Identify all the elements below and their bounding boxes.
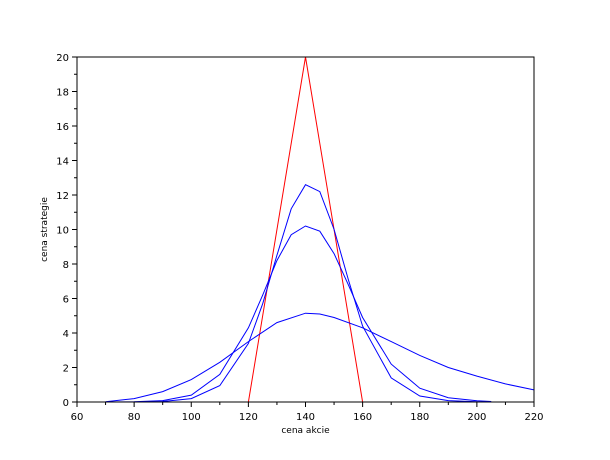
series-line-2 xyxy=(105,184,492,403)
plot-frame xyxy=(76,56,535,403)
y-axis-label: cena strategie xyxy=(40,197,50,262)
x-tick-label: 140 xyxy=(296,412,315,423)
x-axis-label: cena akcie xyxy=(281,426,330,436)
series-line-4 xyxy=(105,312,535,403)
y-tick-label: 18 xyxy=(56,88,69,99)
y-tick-label: 14 xyxy=(56,157,69,168)
x-tick-label: 160 xyxy=(353,412,372,423)
axes: 60 80 100 120 140 160 180 200 220 0 2 4 6 8 10 12 14 16 18… xyxy=(56,53,543,423)
x-tick-label: 100 xyxy=(182,412,201,423)
x-tick-label: 180 xyxy=(410,412,429,423)
y-tick-label: 12 xyxy=(56,191,69,202)
series-line-1 xyxy=(247,56,364,403)
x-tick-label: 220 xyxy=(524,412,543,423)
x-tick-label: 200 xyxy=(467,412,486,423)
y-tick-label: 4 xyxy=(63,329,69,340)
y-tick-label: 0 xyxy=(63,398,69,409)
y-tick-label: 6 xyxy=(63,295,69,306)
y-tick-label: 16 xyxy=(56,122,69,133)
y-tick-label: 8 xyxy=(63,260,69,271)
x-tick-label: 120 xyxy=(239,412,258,423)
plot-area xyxy=(105,56,535,403)
series-line-3 xyxy=(105,225,492,403)
y-tick-label: 10 xyxy=(56,226,69,237)
y-tick-label: 20 xyxy=(56,53,69,64)
y-tick-label: 2 xyxy=(63,364,69,375)
x-tick-label: 60 xyxy=(71,412,84,423)
x-tick-label: 80 xyxy=(128,412,141,423)
